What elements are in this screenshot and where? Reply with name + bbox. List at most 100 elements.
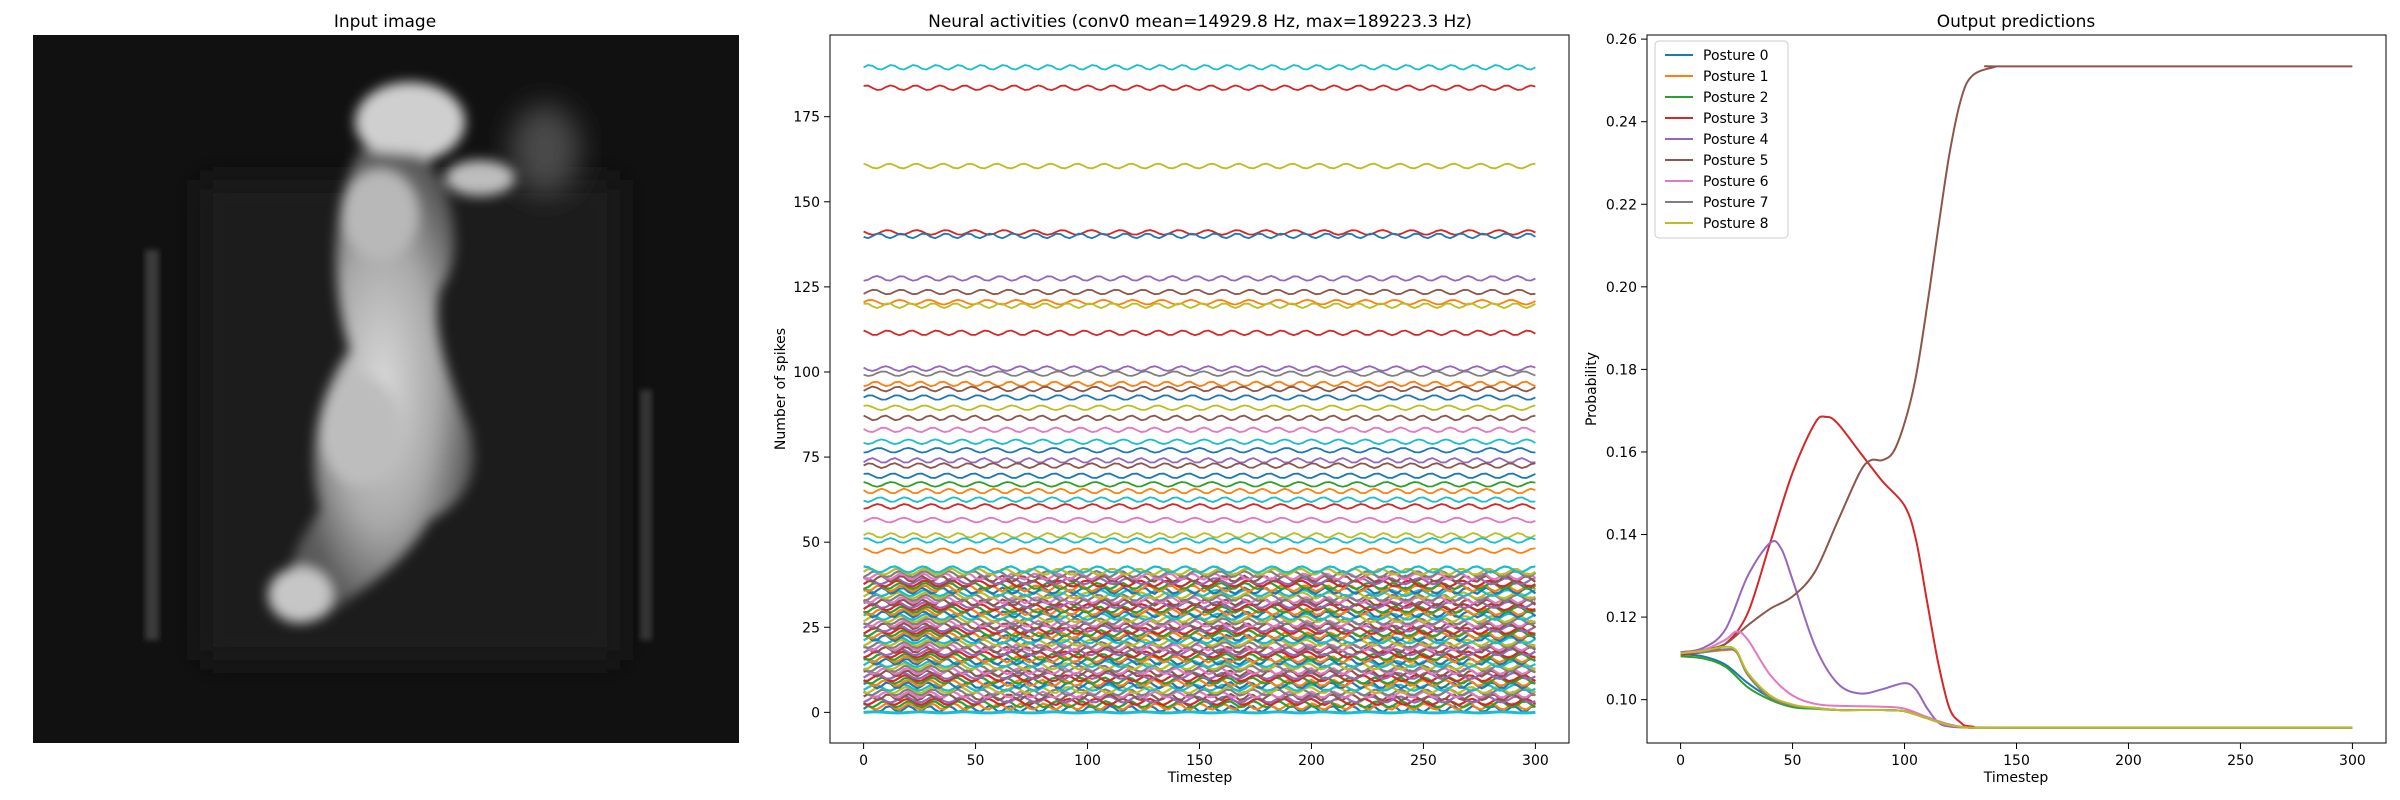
output-predictions-y-tick-label: 0.12	[1606, 610, 1637, 626]
input-image	[33, 35, 739, 743]
spike-series-line	[863, 633, 1537, 643]
spike-series-line	[863, 380, 1536, 388]
spike-series-line	[863, 365, 1536, 372]
neural-activities-title: Neural activities (conv0 mean=14929.8 Hz…	[928, 12, 1472, 32]
neural-activities-x-tick-label: 250	[1410, 753, 1437, 769]
neural-activities-x-tick-label: 200	[1298, 753, 1325, 769]
output-predictions-xlabel: Timestep	[1983, 770, 2049, 786]
legend-label-posture-8: Posture 8	[1703, 216, 1769, 232]
neural-activities-x-tick-label: 100	[1074, 753, 1101, 769]
output-predictions-y-tick-label: 0.10	[1606, 693, 1637, 709]
series-line-posture-5	[1680, 65, 2353, 654]
spike-series-line	[863, 710, 1536, 715]
neural-activities-x-tick-label: 300	[1522, 753, 1549, 769]
spike-series-line	[863, 162, 1536, 170]
spike-series-line	[863, 537, 1536, 544]
input-image-panel: Input image	[33, 12, 739, 743]
spike-series-line	[863, 472, 1536, 479]
neural-activities-x-ticks: 0 50 100 150 200 250 300	[859, 743, 1549, 769]
spike-series-line	[862, 610, 1537, 619]
spike-series-line	[863, 572, 1537, 581]
legend-label-posture-0: Posture 0	[1703, 48, 1769, 64]
spike-series-line	[863, 275, 1536, 282]
neural-activities-y-tick-label: 25	[802, 620, 820, 636]
neural-activities-x-tick-label: 0	[859, 753, 868, 769]
spike-series-line	[862, 607, 1536, 616]
spike-series-line	[863, 232, 1536, 240]
neural-activities-x-tick-label: 50	[967, 753, 985, 769]
output-predictions-legend: Posture 0 Posture 1 Posture 2 Posture 3 Post…	[1654, 40, 1789, 239]
neural-activities-y-tick-label: 50	[802, 535, 820, 551]
spike-series-line	[863, 438, 1536, 446]
spike-series-line	[863, 481, 1536, 488]
legend-label-posture-1: Posture 1	[1703, 69, 1769, 85]
spike-series-line	[863, 645, 1537, 655]
output-predictions-y-ticks: 0.10 0.12 0.14 0.16 0.18 0.20 0.22 0.24 0.26	[1606, 32, 1647, 709]
output-predictions-x-tick-label: 250	[2227, 753, 2254, 769]
spike-series-line	[863, 683, 1536, 692]
output-predictions-x-tick-label: 150	[2003, 753, 2030, 769]
spike-series-line	[863, 229, 1536, 236]
output-predictions-ylabel: Probability	[1584, 352, 1600, 426]
output-predictions-x-tick-label: 200	[2115, 753, 2142, 769]
spike-series-line	[863, 385, 1536, 393]
output-predictions-y-tick-label: 0.22	[1606, 197, 1637, 213]
neural-activities-x-tick-label: 150	[1186, 753, 1213, 769]
neural-activities-panel: Neural activities (conv0 mean=14929.8 Hz…	[773, 12, 1570, 786]
legend-label-posture-5: Posture 5	[1703, 153, 1769, 169]
spike-series-line	[863, 329, 1536, 337]
output-predictions-x-ticks: 0 50 100 150 200 250 300	[1676, 743, 2366, 769]
output-predictions-y-tick-label: 0.18	[1606, 362, 1637, 378]
series-line-posture-8	[1680, 645, 2353, 729]
output-predictions-panel: Output predictions 0 50 100 150 200 250 300 0.…	[1584, 12, 2387, 786]
spike-series-line	[863, 414, 1536, 422]
spike-series-line	[863, 621, 1537, 631]
spike-series-line	[863, 532, 1536, 539]
output-predictions-y-tick-label: 0.14	[1606, 528, 1637, 544]
output-predictions-title: Output predictions	[1937, 12, 2096, 32]
output-predictions-y-tick-label: 0.24	[1606, 115, 1637, 131]
spike-series-line	[863, 426, 1536, 434]
spike-series-line	[863, 657, 1536, 666]
series-line-posture-3	[1680, 415, 2353, 729]
spike-series-line	[863, 404, 1536, 412]
spike-series-line	[863, 496, 1536, 503]
spike-series-line	[863, 692, 1536, 702]
neural-activities-y-tick-label: 125	[793, 280, 820, 296]
legend-frame	[1654, 40, 1789, 239]
input-image-title: Input image	[334, 12, 436, 32]
neural-activities-y-tick-label: 175	[793, 110, 820, 126]
legend-label-posture-6: Posture 6	[1703, 174, 1769, 190]
output-predictions-x-tick-label: 50	[1784, 753, 1802, 769]
output-predictions-x-tick-label: 100	[1891, 753, 1918, 769]
spike-series-line	[863, 457, 1536, 464]
spike-series-line	[863, 695, 1536, 704]
spike-series-line	[863, 84, 1536, 92]
spike-series-line	[863, 370, 1536, 377]
spike-series-line	[863, 487, 1536, 495]
spike-series-line	[863, 671, 1536, 681]
legend-label-posture-4: Posture 4	[1703, 132, 1769, 148]
neural-activities-y-tick-label: 150	[793, 195, 820, 211]
legend-label-posture-2: Posture 2	[1703, 90, 1769, 106]
neural-activities-xlabel: Timestep	[1167, 770, 1233, 786]
spike-series-line	[863, 64, 1536, 71]
output-predictions-y-tick-label: 0.16	[1606, 445, 1637, 461]
spike-series-line	[863, 516, 1536, 524]
output-predictions-x-tick-label: 0	[1676, 753, 1685, 769]
neural-activities-y-tick-label: 100	[793, 365, 820, 381]
spike-series-line	[863, 681, 1536, 690]
legend-label-posture-7: Posture 7	[1703, 195, 1769, 211]
neural-activities-ylabel: Number of spikes	[773, 328, 789, 450]
neural-activities-y-tick-label: 0	[811, 705, 820, 721]
spike-series-line	[863, 669, 1536, 678]
neural-activities-y-tick-label: 75	[802, 450, 820, 466]
spike-series-line	[863, 302, 1536, 309]
output-predictions-y-tick-label: 0.20	[1606, 280, 1637, 296]
neural-activities-y-ticks: 0 25 50 75 100 125 150 175	[793, 110, 830, 721]
output-predictions-x-tick-label: 300	[2339, 753, 2366, 769]
legend-label-posture-3: Posture 3	[1703, 111, 1769, 127]
neural-activities-series	[862, 64, 1537, 715]
spike-series-line	[863, 503, 1536, 510]
